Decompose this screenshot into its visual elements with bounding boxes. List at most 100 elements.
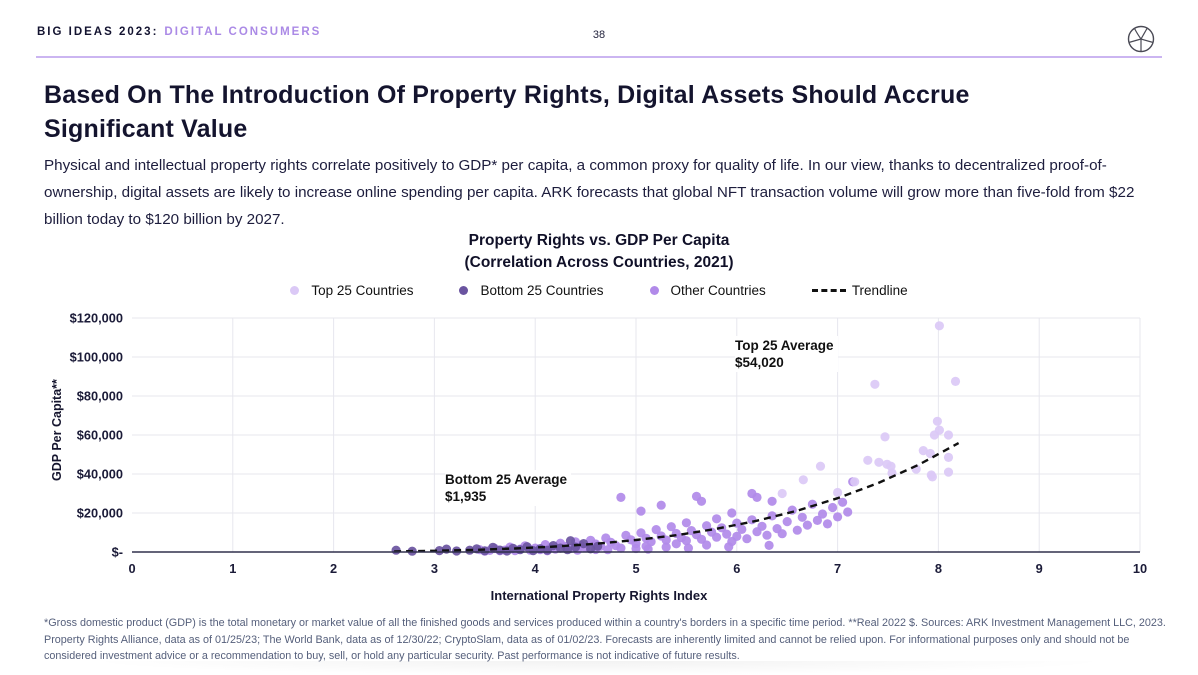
annotation-line2: $1,935 [445, 489, 487, 504]
y-tick-label: $60,000 [77, 428, 123, 443]
data-point [712, 514, 722, 524]
data-point [870, 379, 880, 389]
data-point [782, 517, 792, 527]
data-point [797, 512, 807, 522]
data-point [925, 448, 935, 459]
trendline-dash-icon [811, 289, 846, 292]
data-point [702, 540, 712, 550]
intro-paragraph: Physical and intellectual property right… [44, 157, 1135, 228]
x-tick-label: 4 [532, 561, 540, 576]
data-point [681, 536, 692, 546]
x-tick-label: 2 [330, 561, 337, 576]
data-point [616, 543, 626, 553]
data-point [565, 536, 576, 546]
data-point [927, 472, 938, 482]
chart-subtitle: (Correlation Across Countries, 2021) [464, 254, 734, 271]
y-tick-label: $120,000 [70, 311, 123, 326]
data-point [932, 416, 943, 426]
data-point [722, 529, 732, 539]
scatter-chart: $- $20,000 $40,000 $60,000 $80,000 $100,000 $1… [70, 311, 1147, 577]
annotation-top25-average: Top 25 Average $54,020 [735, 336, 838, 372]
x-tick-label: 8 [935, 561, 942, 576]
data-point [886, 461, 896, 471]
legend-label: Top 25 Countries [311, 283, 414, 298]
data-point [812, 515, 823, 525]
data-point [817, 509, 828, 519]
page-number: 38 [592, 29, 606, 41]
legend-item-trendline: Trendline [811, 283, 908, 298]
data-point [603, 545, 613, 555]
annotation-line1: Bottom 25 Average [445, 472, 568, 487]
data-point [934, 425, 945, 435]
x-tick-label: 6 [733, 561, 740, 576]
data-point [815, 461, 826, 471]
data-point [666, 522, 676, 532]
annotation-line2: $54,020 [735, 355, 784, 370]
x-tick-label: 3 [431, 561, 438, 576]
header-brand: BIG IDEAS 2023: [37, 26, 159, 38]
data-point [880, 432, 890, 442]
x-tick-label: 5 [632, 561, 639, 576]
footnote: *Gross domestic product (GDP) is the tot… [44, 617, 1166, 662]
trendline [394, 442, 960, 553]
data-point [777, 529, 787, 539]
data-point [762, 530, 772, 540]
y-tick-label: $80,000 [77, 389, 123, 404]
data-point [681, 518, 692, 528]
data-point [934, 321, 945, 331]
data-point [434, 546, 444, 556]
data-point [828, 502, 838, 513]
data-point [767, 511, 777, 521]
data-point [724, 542, 734, 552]
data-point [843, 507, 853, 517]
data-point [737, 524, 747, 534]
data-point [683, 543, 694, 553]
data-point [833, 512, 843, 522]
data-point [671, 539, 681, 549]
data-point [874, 457, 884, 467]
data-point [943, 430, 954, 440]
data-point [833, 487, 843, 498]
y-tick-label: $100,000 [70, 350, 123, 365]
data-point [702, 521, 712, 531]
data-point [579, 539, 589, 549]
data-point [732, 531, 742, 541]
data-point [767, 496, 777, 506]
legend-label: Trendline [851, 283, 908, 298]
data-point [747, 515, 757, 525]
x-tick-label: 10 [1133, 561, 1147, 576]
legend-label: Bottom 25 Countries [480, 283, 604, 298]
data-point [918, 446, 928, 456]
data-point [616, 492, 626, 502]
data-point [802, 520, 813, 530]
y-tick-label: $20,000 [77, 506, 123, 521]
data-point [752, 492, 762, 502]
data-point [838, 497, 848, 507]
data-point [636, 506, 646, 516]
bottom25-dot-icon [459, 286, 469, 295]
data-point [631, 543, 641, 554]
data-point [822, 519, 833, 529]
x-tick-label: 7 [834, 561, 841, 576]
other-dot-icon [649, 286, 659, 295]
ark-globe-logo-icon [1124, 22, 1158, 61]
x-axis-title: International Property Rights Index [490, 588, 708, 603]
x-tick-label: 0 [128, 561, 135, 576]
y-axis-title: GDP Per Capita** [50, 379, 64, 481]
data-point [792, 525, 802, 535]
page-bottom-shadow [80, 661, 1118, 675]
legend-item-other: Other Countries [649, 283, 766, 298]
data-point [651, 525, 661, 535]
data-point [943, 467, 954, 477]
data-point [712, 532, 722, 542]
top25-dot-icon [290, 286, 300, 295]
legend-item-top25: Top 25 Countries [290, 283, 413, 298]
page-title: Based On The Introduction Of Property Ri… [44, 81, 970, 143]
data-point [727, 508, 737, 518]
data-point [798, 475, 808, 485]
data-point [656, 500, 666, 510]
data-point [764, 540, 774, 550]
header-divider [36, 56, 1162, 58]
legend-label: Other Countries [670, 283, 766, 298]
data-point [950, 376, 961, 386]
